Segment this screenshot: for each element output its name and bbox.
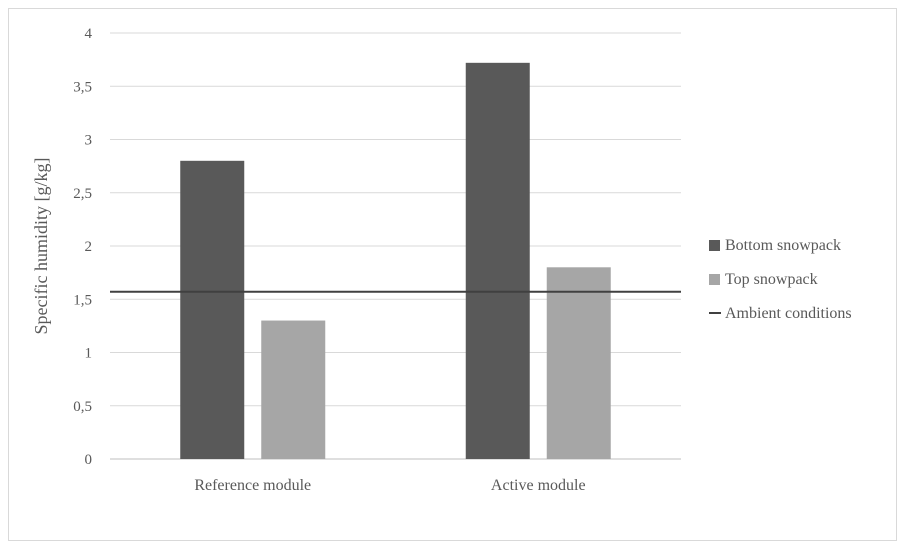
legend-swatch [709,240,720,251]
legend-label: Top snowpack [725,271,818,288]
y-axis-label: Specific humidity [g/kg] [31,158,51,335]
y-tick-label: 3,5 [73,79,92,95]
y-tick-label: 1 [85,346,93,362]
y-tick-label: 0,5 [73,399,92,415]
legend-label: Bottom snowpack [725,237,841,254]
legend-label: Ambient conditions [725,305,852,322]
y-tick-label: 2 [85,239,93,255]
chart-frame [8,8,897,541]
bar-bottom-snowpack [465,62,530,459]
bar-top-snowpack [546,267,611,459]
legend-swatch [709,274,720,285]
x-category-label: Reference module [194,477,311,494]
y-tick-label: 1,5 [73,292,92,308]
bar-top-snowpack [261,320,326,459]
y-tick-label: 0 [85,452,93,468]
bar-bottom-snowpack [180,160,245,460]
x-category-label: Active module [491,477,586,494]
y-tick-label: 4 [85,26,93,42]
y-tick-label: 2,5 [73,186,92,202]
y-tick-label: 3 [85,133,93,149]
